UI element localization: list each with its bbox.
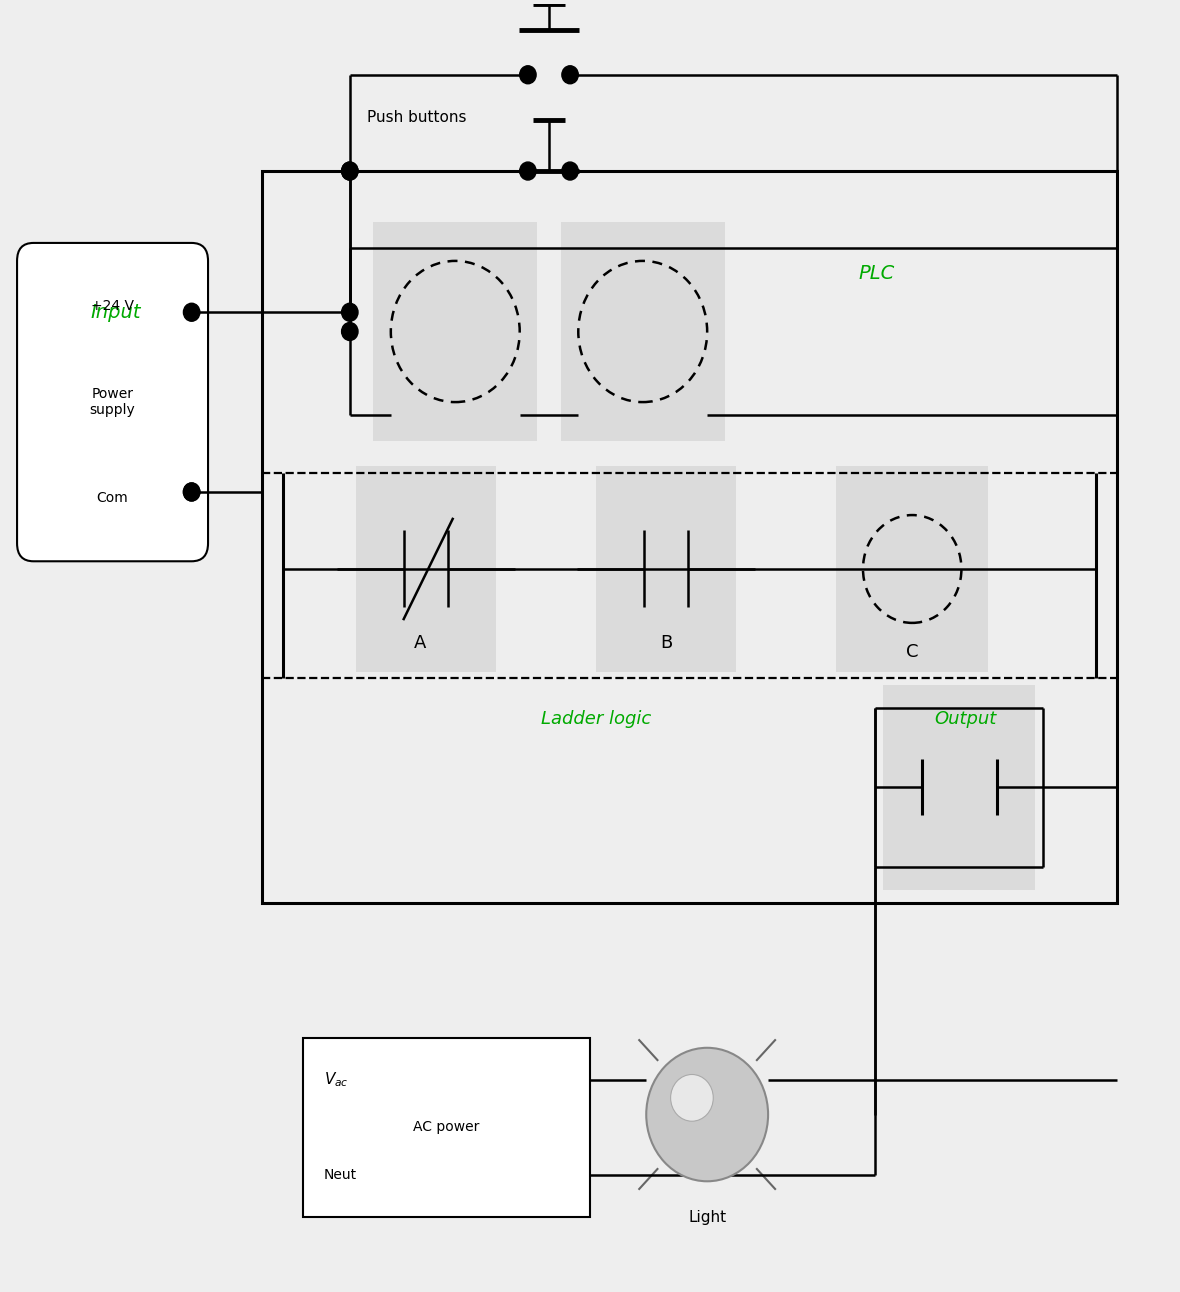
Text: Light: Light — [688, 1209, 726, 1225]
Circle shape — [519, 162, 536, 180]
Circle shape — [341, 162, 358, 180]
Text: $V_{ac}$: $V_{ac}$ — [324, 1071, 349, 1089]
Text: Com: Com — [97, 491, 129, 505]
Bar — [837, 466, 989, 672]
Text: Push buttons: Push buttons — [367, 110, 467, 124]
Circle shape — [562, 66, 578, 84]
Circle shape — [647, 1048, 768, 1181]
Circle shape — [562, 162, 578, 180]
Text: Output: Output — [933, 711, 996, 729]
Circle shape — [183, 483, 199, 501]
Circle shape — [183, 483, 199, 501]
Text: C: C — [906, 643, 918, 662]
Circle shape — [341, 323, 358, 341]
Bar — [355, 466, 497, 672]
Text: A: A — [414, 634, 426, 652]
Text: Ladder logic: Ladder logic — [540, 711, 651, 729]
Bar — [560, 222, 725, 441]
Text: Neut: Neut — [324, 1168, 358, 1182]
Text: Input: Input — [90, 302, 140, 322]
Bar — [373, 222, 537, 441]
Bar — [883, 685, 1035, 890]
Circle shape — [183, 304, 199, 322]
Text: AC power: AC power — [413, 1120, 479, 1134]
Bar — [262, 171, 1117, 903]
Text: PLC: PLC — [859, 265, 896, 283]
Circle shape — [341, 304, 358, 322]
Text: B: B — [660, 634, 673, 652]
Text: Power
supply: Power supply — [90, 388, 136, 417]
Bar — [596, 466, 736, 672]
Text: +24 V: +24 V — [91, 298, 135, 313]
FancyBboxPatch shape — [17, 243, 208, 561]
Circle shape — [519, 66, 536, 84]
Bar — [303, 1037, 590, 1217]
Circle shape — [341, 162, 358, 180]
Circle shape — [670, 1075, 713, 1121]
